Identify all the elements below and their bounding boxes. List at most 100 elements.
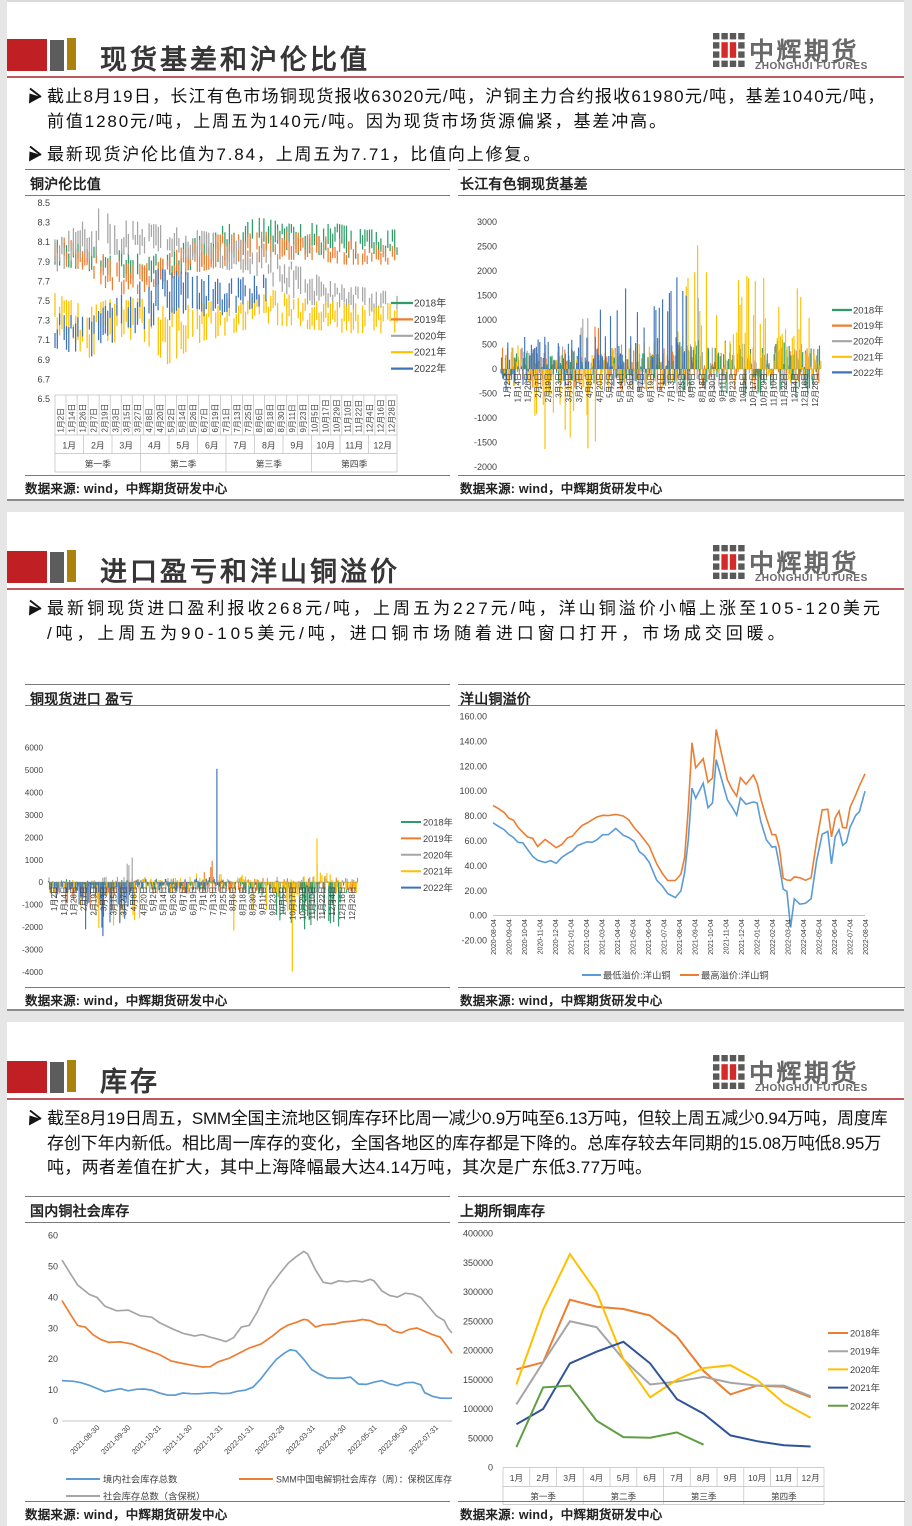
svg-text:10月29日: 10月29日 [298,886,307,920]
svg-text:7.9: 7.9 [37,257,50,267]
svg-text:7.5: 7.5 [37,296,50,306]
svg-text:0: 0 [492,364,497,374]
svg-text:3月15日: 3月15日 [110,886,119,915]
svg-text:-4000: -4000 [22,968,43,977]
svg-text:12月4日: 12月4日 [365,404,374,433]
svg-text:8月6日: 8月6日 [688,373,697,398]
svg-text:2020年: 2020年 [423,849,453,860]
svg-text:6月7日: 6月7日 [200,408,209,433]
svg-text:5月2日: 5月2日 [149,886,158,911]
svg-text:-500: -500 [479,389,497,399]
svg-text:4月8日: 4月8日 [145,408,154,433]
svg-text:7月25日: 7月25日 [677,373,686,402]
svg-text:7月1日: 7月1日 [657,373,666,398]
svg-text:2月: 2月 [91,441,105,451]
svg-text:8月18日: 8月18日 [239,886,248,915]
svg-text:80.00: 80.00 [464,811,487,821]
svg-text:4月: 4月 [590,1473,603,1483]
svg-text:1月14日: 1月14日 [60,886,69,915]
svg-text:2022-08-04: 2022-08-04 [863,919,870,955]
svg-text:最高溢价:洋山铜: 最高溢价:洋山铜 [701,970,769,981]
svg-text:6.7: 6.7 [37,374,50,384]
svg-text:6月19日: 6月19日 [647,373,656,402]
svg-text:5月26日: 5月26日 [169,886,178,915]
svg-text:2021-06-04: 2021-06-04 [646,919,653,955]
svg-text:11月: 11月 [775,1473,793,1483]
svg-text:1月14日: 1月14日 [513,373,522,402]
svg-text:3月: 3月 [119,441,133,451]
svg-text:9月11日: 9月11日 [718,373,727,402]
svg-text:2022-05-31: 2022-05-31 [346,1423,379,1456]
svg-text:9月11日: 9月11日 [259,886,268,915]
svg-text:2月7日: 2月7日 [80,886,89,911]
svg-text:0.00: 0.00 [469,911,487,921]
svg-text:5月: 5月 [617,1473,630,1483]
svg-text:140.00: 140.00 [459,737,487,747]
svg-text:2021-09-04: 2021-09-04 [693,919,700,955]
svg-text:-2000: -2000 [22,923,43,932]
svg-text:8月6日: 8月6日 [255,408,264,433]
svg-text:8月: 8月 [262,441,276,451]
svg-text:5000: 5000 [25,766,44,775]
svg-text:2022-06-30: 2022-06-30 [376,1423,409,1456]
svg-text:2020年: 2020年 [850,1364,880,1375]
svg-text:12月: 12月 [802,1473,820,1483]
svg-text:11月10日: 11月10日 [343,400,352,433]
svg-text:9月23日: 9月23日 [729,373,738,402]
svg-text:2月19日: 2月19日 [101,404,110,433]
svg-text:10: 10 [48,1385,58,1395]
svg-text:第二季: 第二季 [611,1492,637,1502]
svg-text:9月: 9月 [724,1473,737,1483]
svg-text:2022年: 2022年 [853,367,884,379]
svg-text:2019年: 2019年 [423,833,453,844]
svg-text:8.5: 8.5 [37,198,50,208]
svg-text:4月20日: 4月20日 [139,886,148,915]
svg-text:4月8日: 4月8日 [585,373,594,398]
svg-text:2021-12-04: 2021-12-04 [739,919,746,955]
svg-text:150000: 150000 [463,1375,493,1385]
svg-text:2021-03-04: 2021-03-04 [600,919,607,955]
svg-text:0: 0 [38,878,43,887]
svg-text:20.00: 20.00 [464,886,487,896]
svg-text:8.3: 8.3 [37,218,50,228]
svg-text:2022-02-04: 2022-02-04 [770,919,777,955]
svg-text:9月23日: 9月23日 [299,404,308,433]
svg-text:5月2日: 5月2日 [167,408,176,433]
svg-text:250000: 250000 [463,1316,493,1326]
svg-text:11月22日: 11月22日 [354,400,363,433]
svg-text:-1000: -1000 [22,901,43,910]
svg-text:60.00: 60.00 [464,836,487,846]
svg-text:2022-02-28: 2022-02-28 [253,1423,286,1456]
svg-text:5月26日: 5月26日 [626,373,635,402]
svg-text:4000: 4000 [25,788,44,797]
svg-text:2020年: 2020年 [414,329,446,342]
svg-text:2月: 2月 [536,1473,549,1483]
svg-text:-20.00: -20.00 [461,936,487,946]
svg-text:8月30日: 8月30日 [708,373,717,402]
svg-text:8月18日: 8月18日 [698,373,707,402]
svg-text:4月20日: 4月20日 [595,373,604,402]
svg-text:6月7日: 6月7日 [179,886,188,911]
svg-text:8月30日: 8月30日 [277,404,286,433]
svg-text:11月10日: 11月10日 [770,373,779,406]
svg-text:3月3日: 3月3日 [554,373,563,398]
svg-text:7.7: 7.7 [37,276,50,286]
svg-text:2019年: 2019年 [414,313,446,326]
svg-text:12月4日: 12月4日 [328,886,337,915]
svg-text:3月: 3月 [563,1473,576,1483]
svg-text:7月: 7月 [670,1473,683,1483]
svg-text:10月29日: 10月29日 [332,399,341,432]
svg-text:120.00: 120.00 [459,761,487,771]
svg-text:3000: 3000 [477,217,497,227]
svg-text:2019年: 2019年 [850,1346,880,1357]
svg-text:2020-09-04: 2020-09-04 [507,919,514,955]
svg-text:4月8日: 4月8日 [129,886,138,911]
svg-text:1月14日: 1月14日 [68,404,77,433]
svg-text:10月5日: 10月5日 [310,404,319,433]
svg-text:1月26日: 1月26日 [70,886,79,915]
svg-text:10月17日: 10月17日 [321,399,330,432]
svg-text:7月13日: 7月13日 [667,373,676,402]
svg-text:11月: 11月 [345,441,363,451]
svg-text:5月14日: 5月14日 [159,886,168,915]
svg-text:1月26日: 1月26日 [79,404,88,433]
